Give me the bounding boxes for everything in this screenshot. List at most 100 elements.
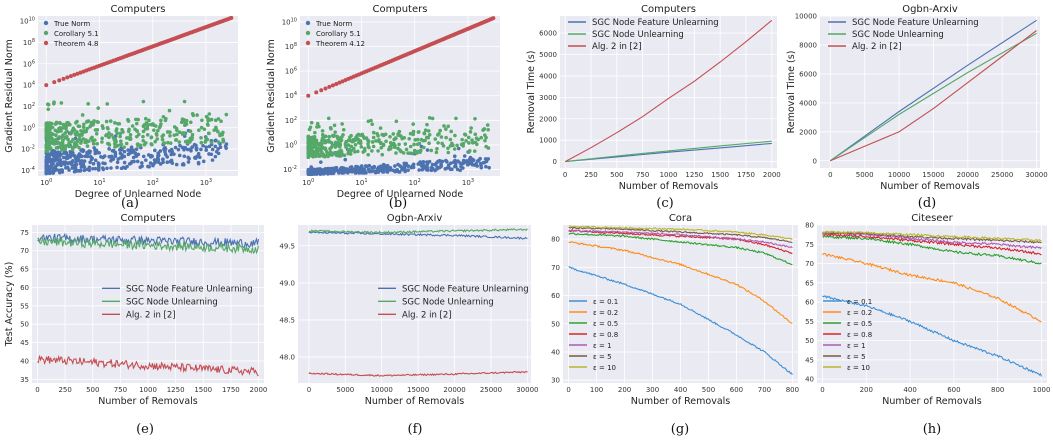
chart-title: Computers <box>121 213 176 224</box>
data-point <box>332 123 337 128</box>
data-point <box>366 142 370 146</box>
data-point <box>104 119 109 124</box>
legend-label: Alg. 2 in [2] <box>402 310 452 320</box>
data-point <box>63 161 67 166</box>
data-point <box>91 166 95 171</box>
data-point <box>346 151 350 156</box>
data-point <box>330 171 335 176</box>
legend-label: SGC Node Feature Unlearning <box>592 18 719 28</box>
data-point <box>109 166 113 170</box>
data-point <box>409 165 413 170</box>
data-point <box>145 132 150 137</box>
data-point <box>314 90 319 95</box>
data-point <box>422 165 426 170</box>
subfigure-caption: (d) <box>918 196 936 211</box>
data-point <box>49 131 53 135</box>
series-line <box>37 354 259 377</box>
data-point <box>454 116 458 121</box>
x-tick-label: 2000 <box>250 386 268 394</box>
x-axis-label: Number of Removals <box>880 181 980 192</box>
data-point <box>484 164 488 169</box>
data-point <box>193 155 198 160</box>
data-point <box>464 139 468 143</box>
data-point <box>179 120 184 124</box>
data-point <box>473 116 477 121</box>
subfigure-caption: (b) <box>389 196 407 211</box>
series-line <box>829 32 1037 162</box>
data-point <box>466 135 471 140</box>
x-tick-label: 400 <box>674 386 687 394</box>
chart-title: Citeseer <box>911 213 953 224</box>
data-point <box>425 122 429 127</box>
data-point <box>86 102 90 106</box>
data-point <box>309 145 313 150</box>
data-point <box>199 147 203 152</box>
data-point <box>141 138 146 143</box>
data-point <box>224 142 229 146</box>
data-point <box>85 140 89 144</box>
legend-label: ε = 0.2 <box>847 309 872 317</box>
data-point <box>92 146 96 150</box>
chart-g: 0 100 200 300 400 500 600 700 800 30 40 50 60 70 80 Cor… <box>551 213 799 437</box>
series-group <box>37 232 260 377</box>
x-tick-label: 0 <box>307 386 311 394</box>
data-point <box>391 168 395 173</box>
legend-label: Alg. 2 in [2] <box>592 42 642 52</box>
data-point <box>194 143 198 148</box>
data-point <box>47 153 52 157</box>
data-point <box>44 160 49 165</box>
data-point <box>312 153 317 158</box>
data-point <box>317 124 321 129</box>
data-point <box>464 159 469 163</box>
data-point <box>93 158 98 163</box>
data-point <box>397 133 402 137</box>
data-point <box>329 127 333 131</box>
y-tick-label: 65 <box>20 266 29 274</box>
data-point <box>73 131 78 136</box>
y-tick-label: 0 <box>813 157 817 165</box>
data-point <box>167 149 172 153</box>
data-point <box>214 125 218 130</box>
data-point <box>70 166 75 170</box>
data-point <box>91 142 96 146</box>
data-point <box>429 148 434 153</box>
data-point <box>107 135 111 140</box>
data-point <box>306 152 311 157</box>
data-point <box>393 143 397 148</box>
data-point <box>129 145 134 149</box>
y-tick-label: 60 <box>805 299 814 307</box>
data-point <box>337 80 342 85</box>
data-point <box>318 171 322 176</box>
data-point <box>449 129 454 134</box>
data-point <box>430 162 435 167</box>
data-point <box>80 113 85 117</box>
data-point <box>162 146 167 151</box>
data-point <box>337 171 341 175</box>
data-point <box>446 124 451 129</box>
data-point <box>444 127 448 131</box>
x-tick-label: 800 <box>991 386 1004 394</box>
data-point <box>51 140 55 144</box>
data-point <box>50 150 54 155</box>
data-point <box>85 126 89 131</box>
series-line <box>822 252 1042 323</box>
data-point <box>141 124 146 129</box>
data-point <box>458 168 462 173</box>
data-point <box>433 137 438 141</box>
data-point <box>471 158 476 163</box>
data-point <box>362 167 367 172</box>
data-point <box>330 83 335 88</box>
x-axis-label: Number of Removals <box>365 396 465 407</box>
data-point <box>333 145 338 149</box>
data-point <box>455 143 459 148</box>
data-point <box>176 147 181 152</box>
data-point <box>61 138 65 142</box>
data-point <box>65 129 69 134</box>
data-point <box>185 147 190 152</box>
data-point <box>328 146 332 151</box>
data-point <box>161 141 166 145</box>
data-point <box>182 154 187 159</box>
y-axis-label: Removal Time (s) <box>786 51 797 134</box>
data-point <box>81 159 86 164</box>
